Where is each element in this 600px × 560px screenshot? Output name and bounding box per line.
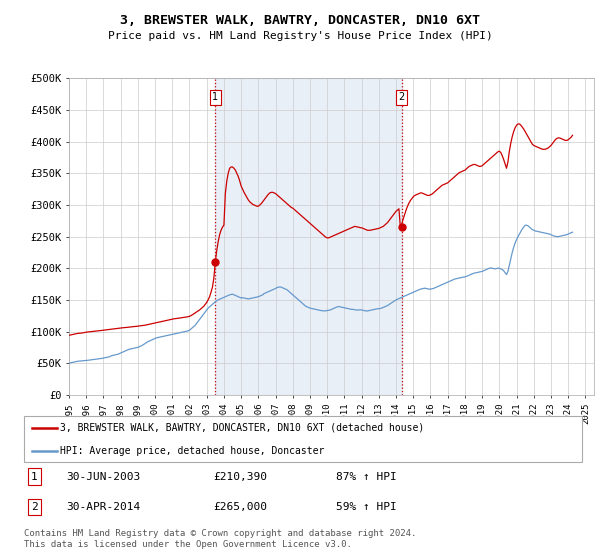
Text: 3, BREWSTER WALK, BAWTRY, DONCASTER, DN10 6XT (detached house): 3, BREWSTER WALK, BAWTRY, DONCASTER, DN1…: [60, 423, 425, 432]
Text: 2: 2: [31, 502, 37, 512]
Text: 30-JUN-2003: 30-JUN-2003: [66, 472, 140, 482]
Text: Contains HM Land Registry data © Crown copyright and database right 2024.
This d: Contains HM Land Registry data © Crown c…: [24, 529, 416, 549]
Text: 1: 1: [31, 472, 37, 482]
Text: 2: 2: [398, 92, 405, 102]
Text: £210,390: £210,390: [214, 472, 268, 482]
Text: HPI: Average price, detached house, Doncaster: HPI: Average price, detached house, Donc…: [60, 446, 325, 455]
Text: Price paid vs. HM Land Registry's House Price Index (HPI): Price paid vs. HM Land Registry's House …: [107, 31, 493, 41]
Text: 59% ↑ HPI: 59% ↑ HPI: [337, 502, 397, 512]
Text: £265,000: £265,000: [214, 502, 268, 512]
FancyBboxPatch shape: [24, 416, 582, 462]
Text: 30-APR-2014: 30-APR-2014: [66, 502, 140, 512]
Text: 3, BREWSTER WALK, BAWTRY, DONCASTER, DN10 6XT: 3, BREWSTER WALK, BAWTRY, DONCASTER, DN1…: [120, 14, 480, 27]
Text: 87% ↑ HPI: 87% ↑ HPI: [337, 472, 397, 482]
Text: 1: 1: [212, 92, 218, 102]
Bar: [215, 78, 402, 395]
